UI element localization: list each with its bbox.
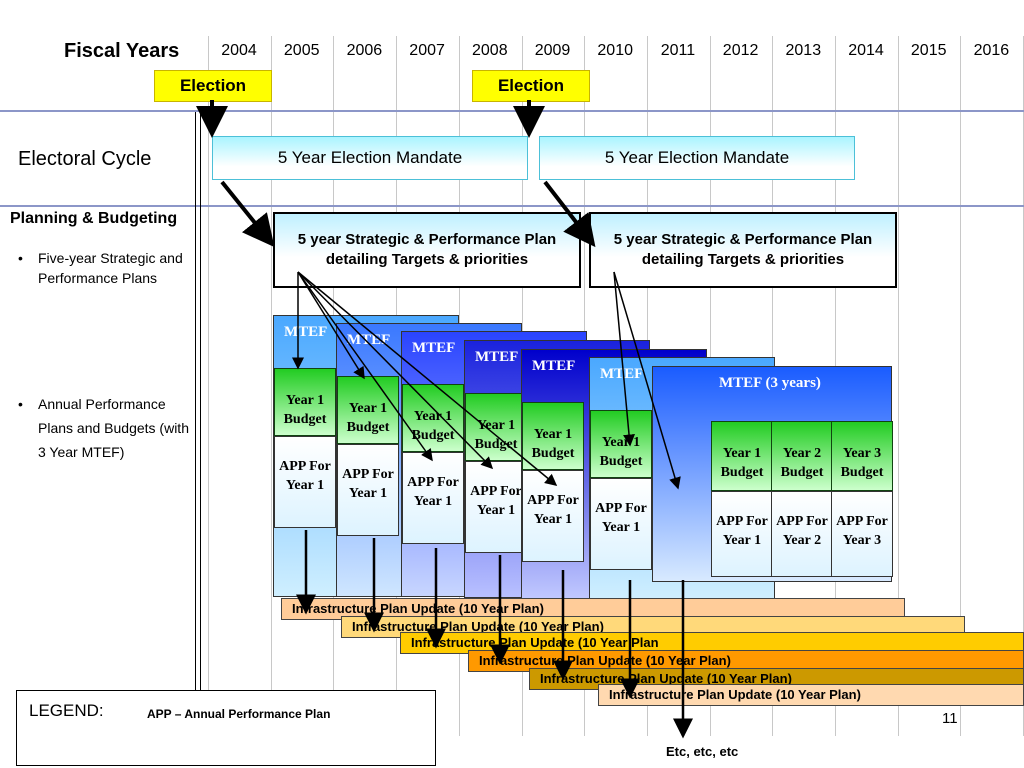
- year-budget-cell: Year 1 Budget: [465, 393, 527, 461]
- year-grid-line: [960, 36, 962, 736]
- legend-app-definition: APP – Annual Performance Plan: [147, 707, 331, 721]
- electoral-cycle-label: Electoral Cycle: [18, 148, 152, 170]
- year-budget-cell: Year 1 Budget: [337, 376, 399, 444]
- legend-box: LEGEND: APP – Annual Performance Plan: [16, 690, 436, 766]
- bullet-text: Five-year Strategic and Performance Plan…: [38, 250, 183, 286]
- bullet-text: Annual Performance Plans and Budgets (wi…: [38, 396, 189, 460]
- election-badge-2009: Election: [472, 70, 590, 102]
- app-cell: APP For Year 3: [831, 491, 893, 577]
- mandate-to-plan-arrow: [543, 180, 596, 248]
- year-column-header: 2012: [722, 42, 759, 59]
- year-grid-line: [208, 36, 209, 736]
- year-column-header: 2008: [472, 42, 508, 59]
- mtef-label: MTEF: [412, 340, 456, 356]
- page-number: 11: [942, 710, 958, 727]
- mtef-label: MTEF: [600, 366, 644, 382]
- election-mandate-bar-1: 5 Year Election Mandate: [212, 136, 528, 180]
- bullet-dot: •: [18, 250, 23, 266]
- election-badge-2004: Election: [154, 70, 272, 102]
- mtef-label: MTEF: [475, 349, 519, 365]
- legend-title: LEGEND:: [29, 701, 104, 720]
- year-column-header: 2016: [973, 42, 1010, 59]
- mtef-label: MTEF (3 years): [719, 375, 821, 391]
- row-divider: [0, 205, 1024, 207]
- year-column-header: 2006: [346, 42, 383, 59]
- fiscal-years-label: Fiscal Years: [64, 40, 180, 62]
- year-column-header: 2004: [221, 42, 257, 59]
- year-budget-cell: Year 1 Budget: [711, 421, 773, 491]
- year-grid-line: [897, 36, 899, 736]
- year-column-header: 2007: [409, 42, 445, 59]
- app-cell: APP For Year 2: [771, 491, 833, 577]
- year-column-header: 2009: [534, 42, 571, 59]
- year-budget-cell: Year 3 Budget: [831, 421, 893, 491]
- app-to-infra-arrows: [296, 530, 693, 739]
- election-mandate-bar-2: 5 Year Election Mandate: [539, 136, 855, 180]
- app-cell: APP For Year 1: [590, 478, 652, 570]
- strategic-plan-box-1: 5 year Strategic & Performance Plan deta…: [273, 212, 581, 288]
- year-column-header: 2015: [910, 42, 947, 59]
- plan-to-budget-arrows: [292, 271, 681, 490]
- bullet-five-year-plans: • Five-year Strategic and Performance Pl…: [18, 248, 188, 288]
- strategic-plan-box-2: 5 year Strategic & Performance Plan deta…: [589, 212, 897, 288]
- mtef-label: MTEF: [532, 358, 576, 374]
- app-cell: APP For Year 1: [465, 461, 527, 553]
- year-column-header: 2014: [848, 42, 884, 59]
- year-column-header: 2005: [283, 42, 320, 59]
- app-cell: APP For Year 1: [337, 444, 399, 536]
- app-cell: APP For Year 1: [522, 470, 584, 562]
- mtef-box: MTEF (3 years) Year 1 Budget APP For Year …: [652, 366, 893, 582]
- mtef-label: MTEF: [284, 324, 328, 340]
- year-budget-cell: Year 1 Budget: [522, 402, 584, 470]
- year-grid-line: [270, 36, 272, 736]
- year-column-header: 2010: [597, 42, 633, 59]
- year-budget-cell: Year 2 Budget: [771, 421, 833, 491]
- infrastructure-plan-bar: Infrastructure Plan Update (10 Year Plan…: [598, 684, 1024, 706]
- mandate-to-plan-arrow: [220, 180, 275, 248]
- left-column-divider: [195, 112, 201, 732]
- bullet-dot: •: [18, 396, 23, 412]
- year-column-header: 2011: [660, 42, 696, 59]
- header-divider: [0, 110, 1024, 112]
- mtef-label: MTEF: [347, 332, 391, 348]
- app-cell: APP For Year 1: [402, 452, 464, 544]
- year-column-header: 2013: [785, 42, 822, 59]
- etc-label: Etc, etc, etc: [666, 744, 739, 759]
- year-budget-cell: Year 1 Budget: [274, 368, 336, 436]
- bullet-annual-plans: • Annual Performance Plans and Budgets (…: [18, 392, 198, 464]
- app-cell: APP For Year 1: [274, 436, 336, 528]
- planning-heading: Planning & Budgeting: [10, 210, 178, 227]
- app-cell: APP For Year 1: [711, 491, 773, 577]
